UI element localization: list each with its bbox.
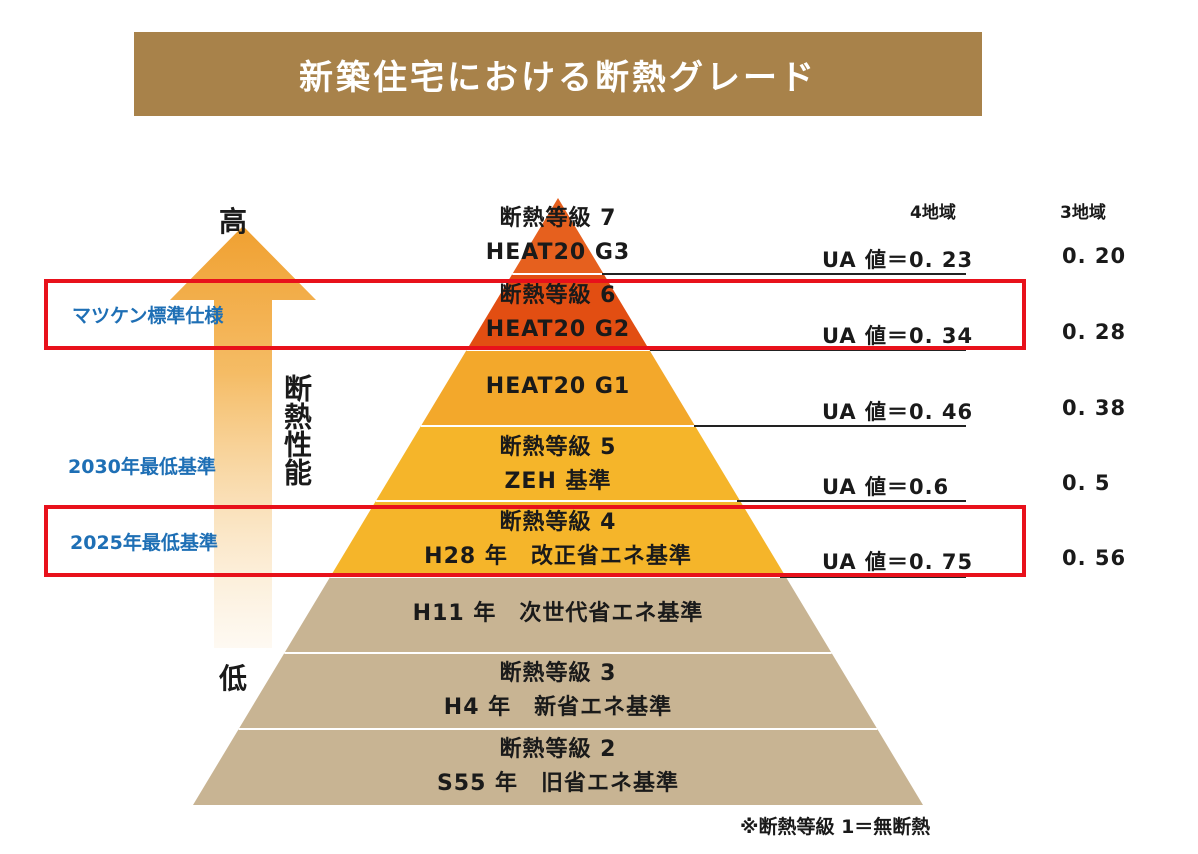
level-3-line1: 断熱等級 3 <box>499 661 617 686</box>
level-5-label: 断熱等級 5 ZEH 基準 <box>298 431 818 499</box>
level-5-line2: ZEH 基準 <box>504 469 612 494</box>
ua-line-7 <box>602 273 966 275</box>
ua-region3-level4: 0. 56 <box>1062 546 1127 570</box>
ua-region4-level4: UA 値＝0. 75 <box>822 550 974 574</box>
level-2-label: 断熱等級 2 S55 年 旧省エネ基準 <box>298 733 818 801</box>
level-5-line1: 断熱等級 5 <box>499 435 617 460</box>
tier-level-7 <box>512 198 604 274</box>
highlight-box-2025 <box>44 505 1026 577</box>
level-3-label: 断熱等級 3 H4 年 新省エネ基準 <box>298 657 818 725</box>
level-2-line1: 断熱等級 2 <box>499 737 617 762</box>
region3-header: 3地域 <box>1060 203 1106 223</box>
level-7-line1: 断熱等級 7 <box>499 206 617 231</box>
page-title: 新築住宅における断熱グレード <box>299 57 817 98</box>
ua-region4-level6: UA 値＝0. 34 <box>822 324 974 348</box>
footnote: ※断熱等級 1＝無断熱 <box>740 816 931 838</box>
title-banner: 新築住宅における断熱グレード <box>134 32 982 116</box>
level-g1-label: HEAT20 G1 <box>298 370 818 404</box>
axis-vertical-label: 断熱性能 <box>280 374 313 486</box>
level-g1-line1: HEAT20 G1 <box>485 374 631 399</box>
highlight-box-matsuken <box>44 279 1026 350</box>
min-standard-2030-label: 2030年最低基準 <box>68 456 216 478</box>
arrow-shape <box>170 226 316 648</box>
tier-level-4 <box>330 501 786 577</box>
level-7-line2: HEAT20 G3 <box>485 240 631 265</box>
ua-region3-level5: 0. 5 <box>1062 471 1111 495</box>
min-standard-2025-label: 2025年最低基準 <box>70 532 218 554</box>
level-4-line2: H28 年 改正省エネ基準 <box>424 544 692 569</box>
ua-region4-g1: UA 値＝0. 46 <box>822 400 974 424</box>
axis-low-label: 低 <box>219 662 248 695</box>
ua-line-5 <box>737 500 966 502</box>
ua-line-g1 <box>694 425 966 427</box>
level-6-label: 断熱等級 6 HEAT20 G2 <box>298 279 818 347</box>
matsuken-standard-label: マツケン標準仕様 <box>72 305 224 327</box>
level-4-label: 断熱等級 4 H28 年 改正省エネ基準 <box>298 506 818 574</box>
level-3-line2: H4 年 新省エネ基準 <box>443 695 673 720</box>
tier-h11 <box>284 577 832 653</box>
tier-level-5 <box>375 426 741 501</box>
tier-level-3 <box>238 653 878 729</box>
ua-region3-g1: 0. 38 <box>1062 396 1127 420</box>
ua-region4-level7: UA 値＝0. 23 <box>822 248 974 272</box>
tier-level-2 <box>193 729 923 805</box>
level-4-line1: 断熱等級 4 <box>499 510 617 535</box>
level-7-label: 断熱等級 7 HEAT20 G3 <box>298 202 818 270</box>
ua-region3-level7: 0. 20 <box>1062 244 1127 268</box>
level-2-line2: S55 年 旧省エネ基準 <box>436 771 680 796</box>
level-h11-line1: H11 年 次世代省エネ基準 <box>412 601 704 626</box>
ua-region4-level5: UA 値＝0.6 <box>822 475 950 499</box>
tier-level-6 <box>466 274 650 350</box>
level-6-line2: HEAT20 G2 <box>485 317 631 342</box>
region4-header: 4地域 <box>910 203 956 223</box>
level-6-line1: 断熱等級 6 <box>499 283 617 308</box>
tier-heat20-g1 <box>420 350 696 426</box>
axis-high-label: 高 <box>219 205 248 238</box>
level-h11-label: H11 年 次世代省エネ基準 <box>298 597 818 631</box>
ua-region3-level6: 0. 28 <box>1062 320 1127 344</box>
